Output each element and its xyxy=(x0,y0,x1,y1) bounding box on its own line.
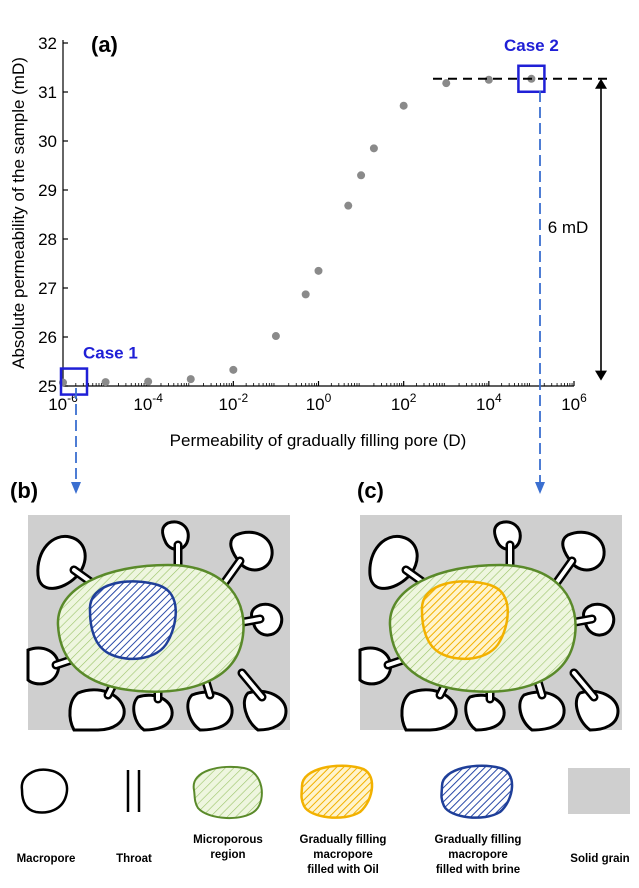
data-point xyxy=(344,201,353,210)
data-point xyxy=(186,375,195,384)
x-ticks: 10-6 10-4 10-2 100 102 104 106 xyxy=(48,381,587,414)
x-axis-label: Permeability of gradually filling pore (… xyxy=(170,431,467,450)
data-point xyxy=(484,75,493,84)
panel-label-a: (a) xyxy=(91,32,118,57)
legend-label: Solid grain xyxy=(570,853,629,865)
panel-label-b: (b) xyxy=(10,478,38,503)
data-point xyxy=(101,378,110,387)
legend-labels: Macropore Throat Microporous region Graduall… xyxy=(17,834,630,876)
case-1-marker xyxy=(59,367,89,396)
microporous-region-icon xyxy=(192,765,263,820)
y-tick-label: 26 xyxy=(38,328,57,347)
difference-arrow xyxy=(595,78,607,381)
x-tick-label: 106 xyxy=(561,391,587,414)
chart-axes xyxy=(62,40,574,387)
case-1-label: Case 1 xyxy=(83,344,138,363)
pore-diagram-case-1 xyxy=(28,515,290,730)
data-point xyxy=(301,290,310,299)
case-2-label: Case 2 xyxy=(504,36,559,55)
legend-label: Gradually filling macropore filled with Oi… xyxy=(300,834,387,876)
data-point xyxy=(442,79,451,88)
x-tick-label: 10-4 xyxy=(133,391,163,414)
x-tick-label: 10-2 xyxy=(219,391,249,414)
data-point xyxy=(369,144,378,153)
throat-icon xyxy=(126,770,141,812)
case-1-connector xyxy=(71,388,81,494)
x-tick-label: 100 xyxy=(306,391,332,414)
y-tick-label: 27 xyxy=(38,279,57,298)
panel-label-c: (c) xyxy=(357,478,384,503)
data-point xyxy=(271,332,280,341)
y-axis-label: Absolute permeability of the sample (mD) xyxy=(9,57,28,369)
legend xyxy=(20,764,630,820)
macropore-icon xyxy=(20,768,69,814)
x-tick-label: 102 xyxy=(391,391,417,414)
data-point xyxy=(144,377,153,386)
data-point xyxy=(357,171,366,180)
oil-filled-macropore xyxy=(420,580,509,661)
y-tick-label: 29 xyxy=(38,181,57,200)
legend-label: Throat xyxy=(116,853,152,865)
data-points xyxy=(59,74,536,387)
legend-label: Macropore xyxy=(17,853,76,865)
y-tick-label: 28 xyxy=(38,230,57,249)
x-tick-label: 10-6 xyxy=(48,391,78,414)
y-tick-label: 32 xyxy=(38,34,57,53)
data-point xyxy=(229,365,238,374)
data-point xyxy=(399,101,408,110)
data-point xyxy=(314,266,323,275)
y-tick-label: 25 xyxy=(38,377,57,396)
brine-filled-macropore-icon xyxy=(440,764,514,819)
y-tick-label: 31 xyxy=(38,83,57,102)
legend-label: Gradually filling macropore filled with br… xyxy=(435,834,522,876)
y-ticks: 25 26 27 28 29 30 31 32 xyxy=(38,34,68,396)
legend-label: Microporous region xyxy=(193,834,263,861)
brine-filled-macropore xyxy=(88,580,177,661)
solid-grain-icon xyxy=(568,768,630,814)
case-2-marker xyxy=(517,64,546,94)
oil-filled-macropore-icon xyxy=(300,764,374,819)
x-tick-label: 104 xyxy=(476,391,502,414)
pore-diagram-case-2 xyxy=(360,515,622,730)
y-tick-label: 30 xyxy=(38,132,57,151)
difference-label: 6 mD xyxy=(548,218,589,237)
case-2-connector xyxy=(535,91,545,494)
